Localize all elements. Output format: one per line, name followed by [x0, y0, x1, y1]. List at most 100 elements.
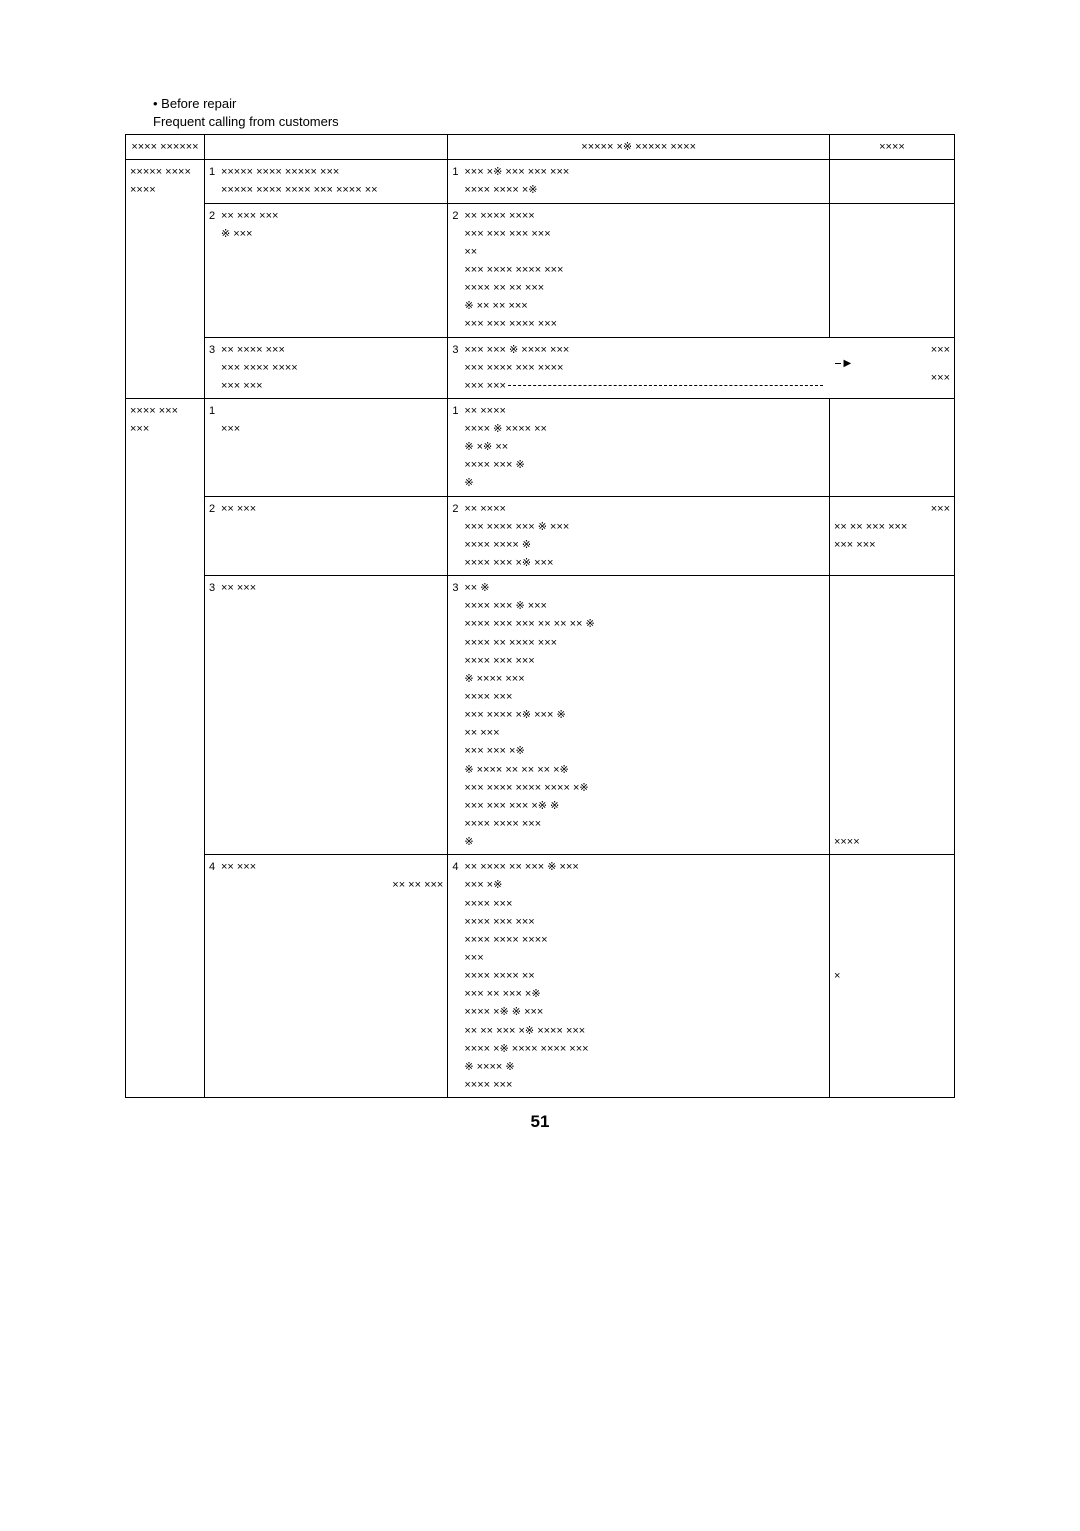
cell-text: ××× [834, 500, 950, 518]
cell-text: ××× [464, 949, 825, 967]
cell [829, 203, 954, 337]
troubleshooting-table: ×××× ×××××× ××××× ×※ ××××× ×××× ×××× ×××… [125, 134, 955, 1098]
cell-text [221, 402, 443, 420]
cell-text: ×××× ×××× ×× [464, 967, 825, 985]
cell-text: ××× ×××× ×××× ××× [464, 261, 825, 279]
cell: 4×× ××× ×× ×× ××× [204, 855, 447, 1098]
cell-text: ×××× ×××× ××× [464, 815, 825, 833]
cell-text: ×××× ×××× ×※ [464, 181, 825, 199]
cell-text: ※ ×× ×× ××× [464, 297, 825, 315]
cell-text: ××× ××× [464, 377, 506, 395]
cell-text: ××× ×××× ×××× [221, 359, 443, 377]
cell: 2×× ××× ××× ※ ××× [204, 203, 447, 337]
cell-text: ×× ××× [464, 724, 825, 742]
cell-text: ×××× ××× ××× [464, 913, 825, 931]
cell-text: ×× [464, 243, 825, 261]
section-a-label: ××××× ×××× ×××× [126, 160, 205, 399]
table-header-row: ×××× ×××××× ××××× ×※ ××××× ×××× ×××× [126, 135, 955, 160]
cell-text: ×××× ××× ×※ ××× [464, 554, 825, 572]
table-row: 4×× ××× ×× ×× ××× 4×× ×××× ×× ××× ※ ××× … [126, 855, 955, 1098]
header-col-2 [204, 135, 447, 160]
cell-text: ×× ××× [221, 500, 443, 518]
cell-text: ××× ×※ [464, 876, 825, 894]
cell-text: ×× ×× ××× ××× [834, 518, 950, 536]
cell-text: ×× ×××× ×××× [464, 207, 825, 225]
cell-text: ×××× ×× ×××× ××× [464, 634, 825, 652]
cell-text: ××× ××× [221, 377, 443, 395]
cell: ×××× [829, 576, 954, 855]
cell-text: ×××× ××× ※ ××× [464, 597, 825, 615]
cell-text: ××× ××× ※ ×××× ××× [464, 341, 825, 359]
header-col-1: ×××× ×××××× [126, 135, 205, 160]
cell-text: ××××× ×××× ×××× ××× ×××× ×× [221, 181, 443, 199]
cell-text: × [834, 967, 950, 985]
cell-text: ×××× ××× ××× ×× ×× ×× ※ [464, 615, 825, 633]
table-row: ×××× ××× ××× 1 ××× 1×× ×××× ×××× ※ ×××× … [126, 398, 955, 496]
cell-text: ×× ※ [464, 579, 825, 597]
cell: 1 ××× [204, 398, 447, 496]
cell-text: ※ ×××× ※ [464, 1058, 825, 1076]
cell-text: ××× [833, 369, 950, 387]
table-row: ××××× ×××× ×××× 1××××× ×××× ××××× ××× ××… [126, 160, 955, 203]
cell-text: ×××× ※ ×××× ×× [464, 420, 825, 438]
cell-text: ××× ×××× ×※ ××× ※ [464, 706, 825, 724]
arrow-head-icon: ▶ [843, 359, 851, 369]
cell-text: ×× ×××× [464, 500, 825, 518]
page-heading: • Before repair Frequent calling from cu… [153, 95, 955, 130]
cell-text: ×× ×× ××× [221, 876, 443, 894]
cell-text: ×××× ×※ ×××× ×××× ××× [464, 1040, 825, 1058]
cell [829, 160, 954, 203]
cell-text: ××× ×※ ××× ××× ××× [464, 163, 825, 181]
cell-text: ××× ××× ×××× ××× [464, 315, 825, 333]
cell-text: ××× ×××× ××× ×××× [464, 359, 825, 377]
cell: 1××× ×※ ××× ××× ××× ×××× ×××× ×※ [448, 160, 830, 203]
cell-text: ×× ××× [221, 858, 443, 876]
cell-text: ×××× ×× ×× ××× [464, 279, 825, 297]
cell: ××× ×× ×× ××× ××× ××× ××× [829, 496, 954, 576]
cell-text: ××× ××× [834, 536, 950, 554]
cell-text: ××× [833, 341, 950, 359]
cell-text: ※ ××× [221, 225, 443, 243]
cell-text: ×××× ××× ※ [464, 456, 825, 474]
cell-text: ××× ×××× ×××× ×××× ×※ [464, 779, 825, 797]
cell-text: ××× ×××× ××× ※ ××× [464, 518, 825, 536]
cell-text: ×× ××× ××× [221, 207, 443, 225]
cell-text: ×××× ××× [464, 895, 825, 913]
cell [829, 398, 954, 496]
cell: 3×× ※ ×××× ××× ※ ××× ×××× ××× ××× ×× ×× … [448, 576, 830, 855]
cell-text: ※ ×××× ×× ×× ×× ×※ [464, 761, 825, 779]
cell-text: ×××× ×××× ×××× [464, 931, 825, 949]
cell-text: ※ [464, 474, 825, 492]
cell: ××× ▶ ××× [829, 337, 954, 398]
cell: 3××× ××× ※ ×××× ××× ××× ×××× ××× ×××× ××… [448, 337, 830, 398]
cell-text: ×× ×××× [464, 402, 825, 420]
cell: 3×× ×××× ××× ××× ×××× ×××× ××× ××× [204, 337, 447, 398]
cell-text: ×××× ×※ ※ ××× [464, 1003, 825, 1021]
cell: 2×× ×××× ××× ×××× ××× ※ ××× ×××× ×××× ※ … [448, 496, 830, 576]
cell: 1××××× ×××× ××××× ××× ××××× ×××× ×××× ××… [204, 160, 447, 203]
header-col-4: ×××× [829, 135, 954, 160]
cell: 4×× ×××× ×× ××× ※ ××× ××× ×※ ×××× ××× ××… [448, 855, 830, 1098]
arrow-dash-short [835, 363, 841, 364]
cell-text: ×× ××× [221, 579, 443, 597]
cell: × [829, 855, 954, 1098]
cell-text: ××× ××× ××× ×※ ※ [464, 797, 825, 815]
cell: 2×× ×××× ×××× ××× ××× ××× ××× ×× ××× ×××… [448, 203, 830, 337]
cell-text: ×××× ××× ××× [464, 652, 825, 670]
table-row: 3×× ×××× ××× ××× ×××× ×××× ××× ××× 3××× … [126, 337, 955, 398]
header-col-3: ××××× ×※ ××××× ×××× [448, 135, 830, 160]
cell-text: ※ [464, 833, 825, 851]
table-row: 2×× ××× 2×× ×××× ××× ×××× ××× ※ ××× ××××… [126, 496, 955, 576]
heading-line-2: Frequent calling from customers [153, 114, 339, 129]
table-row: 2×× ××× ××× ※ ××× 2×× ×××× ×××× ××× ××× … [126, 203, 955, 337]
cell-text: ××× ××× ××× ××× [464, 225, 825, 243]
section-b-label: ×××× ××× ××× [126, 398, 205, 1097]
cell-text: ××× ×× ××× ×※ [464, 985, 825, 1003]
cell-text: ※ ×※ ×× [464, 438, 825, 456]
cell: 1×× ×××× ×××× ※ ×××× ×× ※ ×※ ×× ×××× ×××… [448, 398, 830, 496]
cell: 3×× ××× [204, 576, 447, 855]
cell-text: ××× ××× ×※ [464, 742, 825, 760]
cell-text: ※ ×××× ××× [464, 670, 825, 688]
cell-text: ×××× ×××× ※ [464, 536, 825, 554]
cell-text: ×××× [834, 833, 950, 851]
